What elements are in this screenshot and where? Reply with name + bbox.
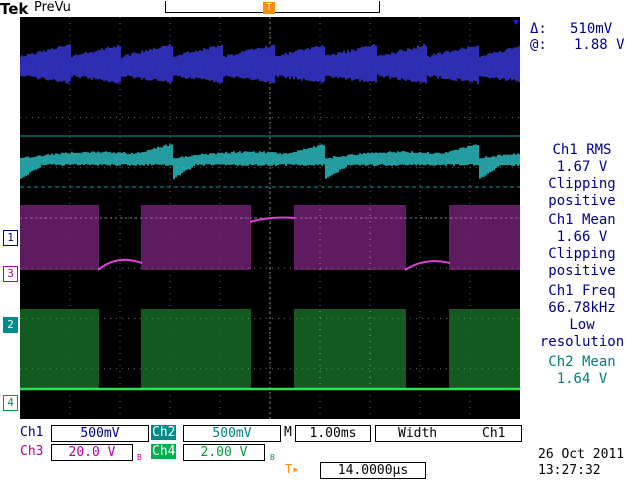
measurement-line: Ch1 RMS [524,142,640,159]
trigger-position[interactable]: 14.0000µs [320,462,426,479]
ch4-label[interactable]: Ch4 [151,444,176,459]
acquisition-mode: PreVu [34,0,71,15]
ch3-marker[interactable]: 3 [3,266,18,282]
brand-logo: Tek [0,0,28,18]
measurement-line: Clipping [524,246,640,263]
cursor-at-label: @: [530,37,547,53]
ch2-scale[interactable]: 500mV [183,425,281,442]
trigger-type[interactable]: Width Ch1 [375,425,522,442]
ch3-scale[interactable]: 20.0 V [51,444,133,461]
ch4-scale[interactable]: 2.00 V [183,444,265,461]
timebase-prefix: M [284,425,292,440]
ch3-bandwidth-icon: B [137,450,142,465]
ch3-label[interactable]: Ch3 [20,444,43,459]
measurement-ch2-mean[interactable]: Ch2 Mean 1.64 V [524,354,640,388]
ch4-bandwidth-icon: B [270,450,275,465]
measurement-line: positive [524,193,640,210]
measurement-line: resolution [524,334,640,351]
ch3-trace [405,261,450,270]
timebase-scale[interactable]: 1.00ms [295,425,371,442]
measurement-line: 1.67 V [524,159,640,176]
trigger-source: Ch1 [482,426,505,441]
waveform-svg [20,17,520,419]
ch1-scale[interactable]: 500mV [51,425,149,442]
measurement-ch1-mean[interactable]: Ch1 Mean 1.66 V Clipping positive [524,212,640,280]
trigger-position-icon[interactable]: T [263,2,275,14]
measurement-line: Ch1 Mean [524,212,640,229]
measurement-line: positive [524,263,640,280]
measurement-line: Ch1 Freq [524,283,640,300]
cursor-at-value: 1.88 V [574,37,625,53]
cursor-readout: Δ: 510mV @: 1.88 V [530,21,640,53]
ch2-marker[interactable]: 2 [3,317,18,333]
ch1-label[interactable]: Ch1 [20,425,43,440]
measurement-line: Clipping [524,176,640,193]
ch4-marker[interactable]: 4 [3,395,18,411]
time: 13:27:32 [538,463,601,478]
ch1-marker[interactable]: 1 [3,230,18,246]
cursor-delta-value: 510mV [570,21,612,37]
measurement-line: Low [524,317,640,334]
ch2-label[interactable]: Ch2 [151,425,176,440]
measurement-line: 1.64 V [524,371,640,388]
measurement-line: 1.66 V [524,229,640,246]
waveform-display[interactable] [20,17,520,419]
trigger-type-label: Width [398,426,437,441]
cursor-delta-label: Δ: [530,21,547,37]
measurement-line: 66.78kHz [524,300,640,317]
measurement-line: Ch2 Mean [524,354,640,371]
measurement-ch1-rms[interactable]: Ch1 RMS 1.67 V Clipping positive [524,142,640,210]
measurement-ch1-freq[interactable]: Ch1 Freq 66.78kHz Low resolution [524,283,640,351]
trigger-position-marker: T▸ [285,462,299,477]
date: 26 Oct 2011 [538,447,624,462]
ch1-trace [20,44,520,84]
trigger-level-icon [513,20,519,25]
